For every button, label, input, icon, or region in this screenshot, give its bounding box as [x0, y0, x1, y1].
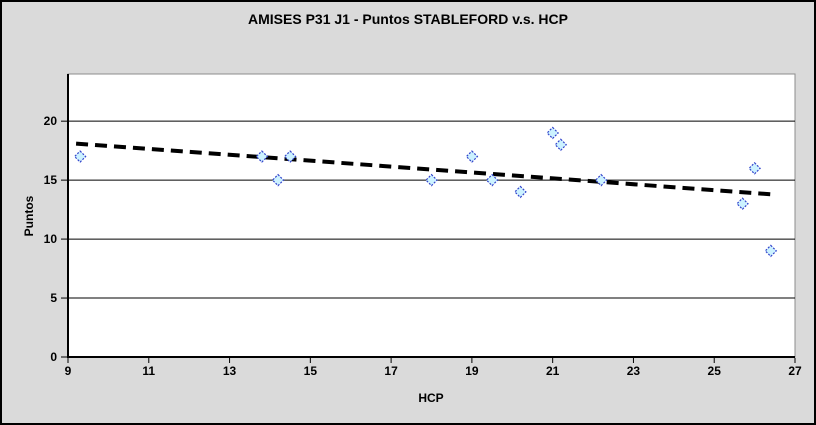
x-tick-label: 15 — [304, 364, 318, 378]
x-tick-label: 17 — [384, 364, 398, 378]
y-tick-label: 20 — [44, 114, 58, 128]
x-tick-label: 25 — [708, 364, 722, 378]
y-tick-label: 10 — [44, 232, 58, 246]
data-point-marker — [594, 173, 608, 187]
chart-title: AMISES P31 J1 - Puntos STABLEFORD v.s. H… — [248, 11, 568, 27]
y-tick-label: 0 — [50, 350, 57, 364]
x-tick-label: 27 — [788, 364, 802, 378]
data-point-marker — [485, 173, 499, 187]
data-point-marker — [764, 244, 778, 258]
x-axis-label: HCP — [418, 391, 444, 405]
x-tick-label: 21 — [546, 364, 560, 378]
data-point-marker — [748, 161, 761, 175]
plot-background — [67, 73, 796, 358]
y-tick-label: 15 — [44, 173, 58, 187]
x-tick-label: 11 — [142, 364, 155, 378]
data-point-marker — [465, 150, 479, 163]
data-point-marker — [546, 126, 560, 140]
y-tick-label: 5 — [50, 291, 57, 305]
trendline — [75, 141, 771, 197]
x-tick-label: 23 — [627, 364, 641, 378]
data-point-marker — [554, 138, 568, 152]
x-tick-label: 19 — [465, 364, 479, 378]
data-point-marker — [736, 197, 749, 211]
data-point-marker — [425, 173, 438, 187]
data-point-marker — [73, 150, 87, 163]
data-point-marker — [514, 185, 527, 199]
data-point-marker — [255, 150, 269, 163]
data-point-marker — [271, 173, 285, 187]
data-point-marker — [283, 150, 297, 163]
x-tick-label: 9 — [65, 364, 72, 378]
x-tick-label: 13 — [223, 364, 237, 378]
